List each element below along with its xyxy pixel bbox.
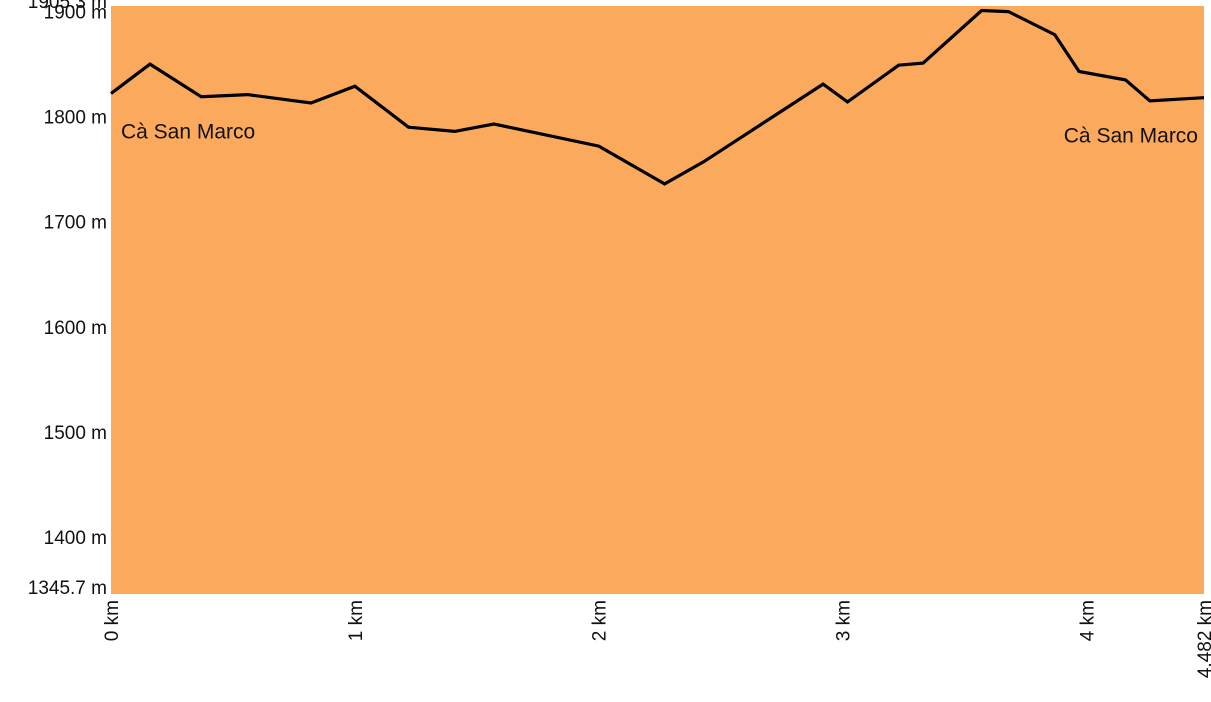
y-tick-label: 1500 m <box>44 423 107 444</box>
y-tick-label: 1900 m <box>44 3 107 24</box>
y-tick-label: 1600 m <box>44 318 107 339</box>
y-tick-label: 1800 m <box>44 108 107 129</box>
x-tick-label: 1 km <box>346 600 367 641</box>
annotations: Cà San MarcoDosso GambettaCà San Marco <box>121 121 1198 148</box>
x-tick-label: 0 km <box>102 600 123 641</box>
plot-area <box>111 6 1204 594</box>
x-tick-label: 4 km <box>1077 600 1098 641</box>
y-tick-label: 1345.7 m <box>28 578 107 599</box>
y-tick-label: 1700 m <box>44 213 107 234</box>
peak-label: Cà San Marco <box>121 121 255 144</box>
y-axis: 1345.7 m 1400 m 1500 m 1600 m 1700 m 1800 m 19… <box>28 0 107 599</box>
x-axis: 0 km 1 km 2 km 3 km 4 km 4.482 km <box>102 600 1211 678</box>
elevation-profile-line <box>110 8 1205 186</box>
x-tick-label: 3 km <box>834 600 855 641</box>
y-tick-label: 1400 m <box>44 528 107 549</box>
x-tick-label: 4.482 km <box>1195 600 1211 678</box>
y-tick-label: 1905.3 m <box>28 0 107 13</box>
x-tick-label: 2 km <box>590 600 611 641</box>
peak-label: Cà San Marco <box>1064 125 1198 148</box>
